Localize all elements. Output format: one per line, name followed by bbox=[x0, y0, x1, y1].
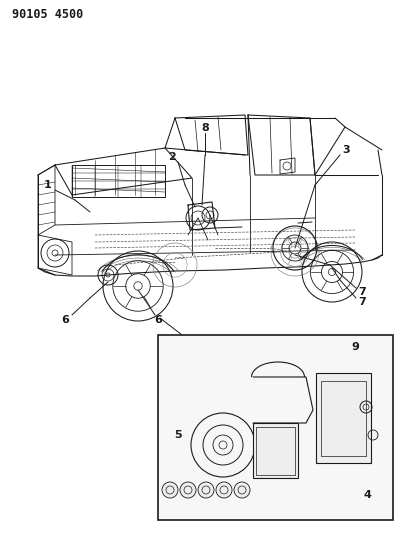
Text: 9: 9 bbox=[350, 342, 358, 352]
Bar bbox=[158, 335, 392, 520]
Circle shape bbox=[233, 482, 249, 498]
Text: 2: 2 bbox=[168, 152, 176, 162]
Bar bbox=[255, 427, 294, 475]
Circle shape bbox=[180, 482, 196, 498]
Text: 90105 4500: 90105 4500 bbox=[12, 8, 83, 21]
Text: 6: 6 bbox=[154, 315, 162, 325]
Bar bbox=[315, 373, 370, 463]
Text: 3: 3 bbox=[341, 145, 349, 155]
Text: 1: 1 bbox=[44, 180, 52, 190]
Text: 5: 5 bbox=[174, 430, 181, 440]
Bar bbox=[72, 165, 164, 197]
Text: 8: 8 bbox=[200, 123, 209, 133]
Bar bbox=[252, 423, 297, 478]
Text: 7: 7 bbox=[357, 297, 365, 307]
Circle shape bbox=[162, 482, 178, 498]
Text: 7: 7 bbox=[357, 287, 365, 297]
Bar bbox=[320, 381, 365, 456]
Text: 4: 4 bbox=[362, 490, 370, 500]
Circle shape bbox=[215, 482, 231, 498]
Circle shape bbox=[198, 482, 213, 498]
Text: 6: 6 bbox=[61, 315, 69, 325]
